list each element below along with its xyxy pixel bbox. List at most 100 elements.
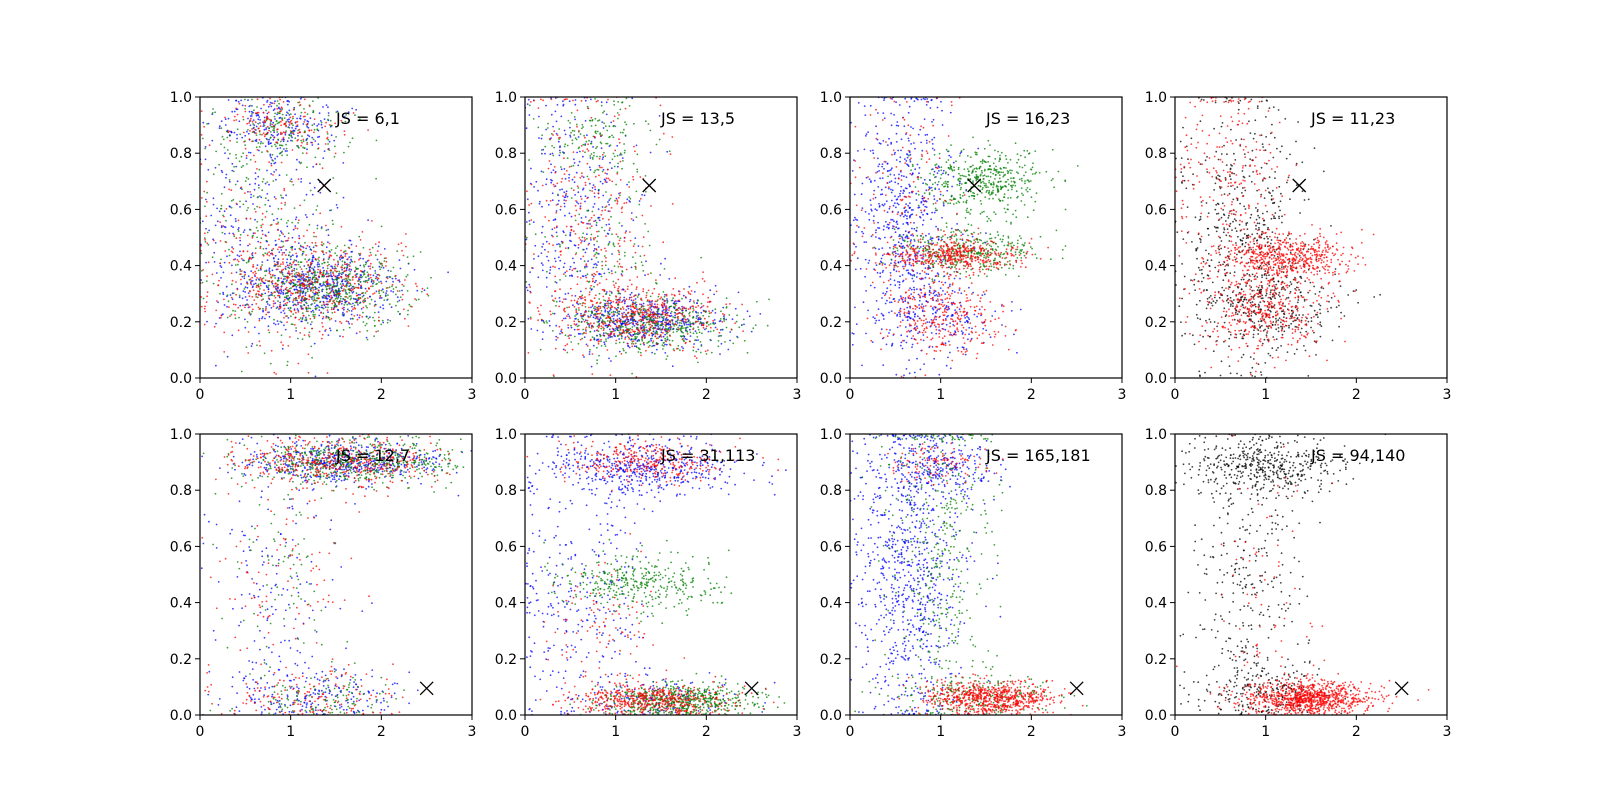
scatter-point [274, 157, 276, 160]
scatter-point [237, 228, 240, 231]
scatter-point [543, 322, 546, 324]
scatter-point [601, 170, 604, 173]
scatter-point [577, 324, 580, 327]
scatter-point [608, 271, 611, 274]
scatter-point [644, 324, 647, 326]
scatter-point [348, 282, 351, 284]
scatter-point [651, 341, 654, 344]
scatter-point [222, 313, 224, 316]
scatter-point [272, 109, 275, 112]
scatter-point [380, 266, 383, 269]
scatter-point [281, 252, 284, 254]
scatter-point [268, 284, 270, 287]
scatter-point [307, 274, 310, 276]
scatter-point [276, 217, 279, 220]
scatter-point [325, 270, 328, 272]
scatter-point [596, 325, 599, 328]
scatter-point [618, 258, 621, 261]
scatter-point [251, 128, 254, 130]
scatter-point [617, 329, 620, 332]
scatter-point [280, 194, 282, 197]
scatter-point [237, 219, 240, 222]
scatter-point [212, 239, 215, 242]
scatter-point [662, 326, 665, 328]
scatter-point [348, 278, 351, 281]
scatter-point [365, 279, 368, 282]
scatter-point [677, 315, 679, 318]
scatter-point [331, 267, 334, 270]
scatter-point [294, 225, 297, 227]
scatter-point [584, 319, 587, 322]
scatter-point [635, 216, 638, 219]
scatter-point [267, 295, 270, 297]
scatter-point [623, 143, 625, 145]
scatter-point [299, 261, 302, 264]
scatter-point [570, 131, 572, 134]
scatter-point [578, 213, 581, 216]
scatter-point [547, 204, 550, 206]
scatter-point [624, 251, 626, 254]
scatter-point [575, 311, 578, 314]
scatter-point [352, 308, 354, 311]
scatter-point [682, 317, 685, 320]
scatter-point [635, 326, 638, 329]
scatter-point [654, 325, 657, 327]
scatter-point [290, 119, 293, 122]
scatter-point [240, 166, 243, 169]
scatter-point [366, 338, 369, 341]
scatter-point [588, 326, 591, 329]
scatter-point [330, 209, 333, 212]
scatter-point [329, 291, 331, 294]
scatter-point [626, 305, 629, 308]
scatter-point [257, 283, 260, 286]
scatter-point [658, 115, 661, 117]
scatter-point [250, 115, 253, 117]
scatter-point [271, 294, 274, 297]
scatter-point [746, 351, 749, 354]
scatter-point [347, 281, 350, 283]
scatter-point [267, 105, 270, 108]
scatter-point [272, 219, 275, 222]
scatter-point [589, 287, 592, 289]
scatter-point [668, 305, 671, 308]
scatter-point [651, 334, 654, 337]
scatter-point [360, 270, 363, 273]
scatter-point [227, 117, 230, 120]
scatter-point [679, 349, 681, 352]
scatter-point [269, 131, 272, 133]
scatter-point [338, 270, 341, 273]
scatter-point [415, 299, 418, 301]
scatter-point [537, 126, 540, 129]
scatter-point [615, 301, 618, 304]
scatter-point [272, 134, 274, 137]
scatter-point [256, 149, 259, 151]
scatter-point [627, 336, 630, 339]
scatter-point [416, 289, 419, 292]
scatter-point [242, 131, 245, 134]
scatter-point [327, 306, 329, 309]
scatter-point [239, 304, 242, 307]
scatter-point [280, 231, 283, 234]
scatter-point [276, 113, 278, 116]
scatter-point [640, 318, 643, 321]
scatter-point [298, 281, 301, 283]
scatter-point [647, 321, 649, 324]
scatter-point [623, 151, 626, 154]
scatter-point [288, 114, 291, 116]
scatter-point [601, 260, 603, 263]
scatter-point [301, 254, 304, 256]
scatter-point [271, 269, 274, 272]
scatter-point [667, 328, 670, 331]
scatter-point [333, 301, 335, 304]
scatter-point [375, 177, 377, 180]
scatter-point [622, 331, 625, 333]
scatter-point [593, 307, 595, 310]
scatter-point [220, 225, 223, 227]
scatter-point [648, 327, 651, 330]
scatter-point [264, 279, 267, 282]
scatter-point [647, 330, 650, 333]
scatter-point [603, 288, 605, 291]
scatter-point [238, 294, 241, 297]
scatter-point [242, 290, 245, 293]
scatter-point [692, 300, 695, 302]
